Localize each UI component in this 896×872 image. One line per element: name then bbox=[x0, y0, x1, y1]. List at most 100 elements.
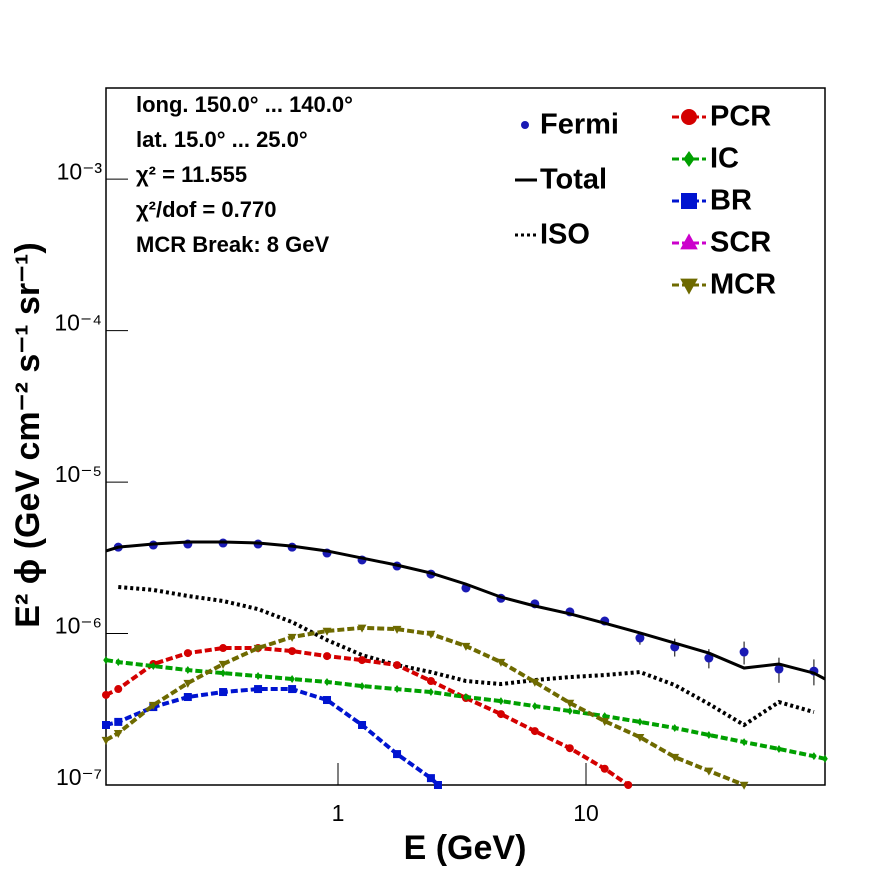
marker bbox=[102, 690, 110, 699]
marker bbox=[394, 685, 400, 694]
series-line bbox=[105, 540, 826, 681]
legend-label: Total bbox=[540, 164, 607, 196]
annotation: χ² = 11.555 bbox=[136, 162, 247, 187]
annotation: MCR Break: 8 GeV bbox=[136, 232, 330, 257]
marker bbox=[393, 661, 402, 670]
marker bbox=[433, 781, 442, 789]
marker bbox=[426, 774, 435, 783]
marker bbox=[637, 717, 643, 726]
legend-label: Fermi bbox=[540, 109, 619, 141]
marker bbox=[521, 121, 529, 129]
marker bbox=[287, 633, 297, 642]
marker bbox=[114, 717, 123, 726]
series-line bbox=[118, 584, 815, 728]
marker bbox=[496, 710, 505, 719]
marker bbox=[254, 685, 263, 694]
marker bbox=[530, 678, 540, 687]
marker bbox=[681, 109, 697, 125]
annotation: χ²/dof = 0.770 bbox=[136, 197, 276, 222]
marker bbox=[255, 672, 261, 681]
marker bbox=[704, 767, 714, 776]
legend-label: MCR bbox=[710, 269, 776, 301]
marker bbox=[822, 754, 828, 763]
annotation: lat. 15.0° ... 25.0° bbox=[136, 127, 308, 152]
marker bbox=[183, 693, 192, 702]
marker bbox=[322, 627, 332, 636]
y-tick-label: 10⁻³ bbox=[57, 158, 103, 184]
marker bbox=[219, 644, 228, 653]
marker bbox=[324, 677, 330, 686]
marker bbox=[323, 652, 332, 661]
marker bbox=[739, 781, 749, 790]
annotation: long. 150.0° ... 140.0° bbox=[136, 92, 353, 117]
marker bbox=[102, 720, 110, 729]
marker bbox=[393, 750, 402, 759]
marker bbox=[461, 642, 471, 651]
marker bbox=[185, 666, 191, 675]
marker bbox=[496, 658, 506, 667]
marker bbox=[113, 729, 123, 738]
marker bbox=[532, 702, 538, 711]
marker bbox=[183, 679, 193, 688]
series-line bbox=[105, 646, 630, 787]
y-tick-label: 10⁻⁶ bbox=[55, 613, 102, 639]
marker bbox=[739, 647, 749, 657]
marker bbox=[183, 649, 192, 658]
marker bbox=[671, 723, 678, 732]
marker bbox=[600, 717, 610, 726]
marker bbox=[253, 644, 263, 653]
plot-frame bbox=[105, 87, 826, 786]
marker bbox=[426, 630, 436, 639]
marker bbox=[624, 781, 633, 789]
legend-label: SCR bbox=[710, 227, 771, 259]
y-tick-label: 10⁻⁴ bbox=[54, 310, 102, 336]
marker bbox=[635, 633, 645, 643]
y-tick-label: 10⁻⁷ bbox=[56, 764, 102, 790]
marker bbox=[288, 685, 297, 694]
marker bbox=[565, 699, 575, 708]
marker bbox=[774, 664, 784, 674]
legend-label: BR bbox=[710, 185, 752, 217]
series-line bbox=[105, 625, 745, 787]
marker bbox=[565, 744, 574, 753]
marker bbox=[114, 685, 123, 694]
marker bbox=[670, 753, 680, 762]
x-axis-title: E (GeV) bbox=[404, 829, 527, 867]
marker bbox=[567, 707, 573, 716]
marker bbox=[150, 662, 157, 671]
marker bbox=[463, 693, 469, 702]
marker bbox=[220, 669, 226, 678]
marker bbox=[498, 697, 504, 706]
marker bbox=[288, 647, 297, 656]
marker bbox=[811, 752, 817, 761]
marker bbox=[776, 744, 782, 753]
marker bbox=[680, 278, 698, 295]
marker bbox=[115, 658, 122, 667]
marker bbox=[358, 720, 367, 729]
marker bbox=[704, 653, 714, 663]
marker bbox=[357, 624, 367, 633]
marker bbox=[101, 736, 111, 745]
marker bbox=[681, 193, 697, 209]
marker bbox=[428, 688, 434, 697]
marker bbox=[103, 656, 109, 665]
marker bbox=[426, 677, 435, 686]
x-tick-label: 1 bbox=[332, 800, 345, 826]
marker bbox=[392, 625, 402, 634]
legend-label: PCR bbox=[710, 101, 771, 133]
marker bbox=[741, 738, 747, 747]
series-line bbox=[105, 658, 826, 761]
legend-label: IC bbox=[710, 143, 739, 175]
marker bbox=[148, 701, 158, 710]
marker bbox=[600, 764, 609, 773]
x-tick-label: 10 bbox=[573, 800, 599, 826]
marker bbox=[358, 656, 367, 665]
marker bbox=[218, 660, 228, 669]
marker bbox=[683, 151, 695, 167]
marker bbox=[706, 730, 712, 739]
legend-label: ISO bbox=[540, 219, 590, 251]
y-tick-label: 10⁻⁵ bbox=[55, 461, 102, 487]
marker bbox=[635, 733, 645, 742]
y-axis-title: E² ϕ (GeV cm⁻² s⁻¹ sr⁻¹) bbox=[9, 242, 47, 627]
